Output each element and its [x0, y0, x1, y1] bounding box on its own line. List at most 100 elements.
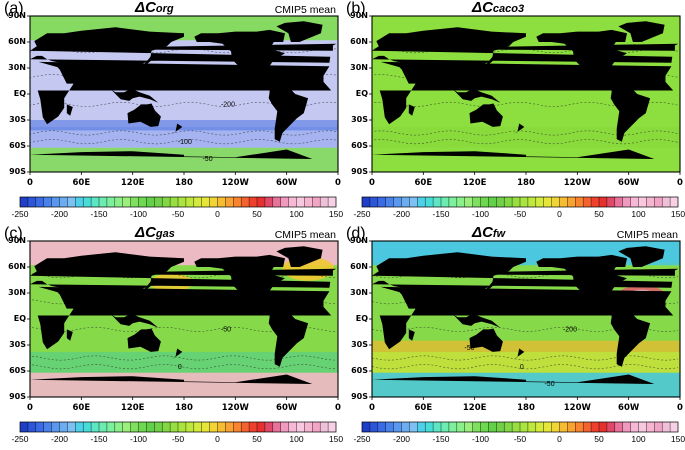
colorbar-swatch [170, 422, 179, 432]
colorbar-tick: -150 [90, 434, 108, 444]
colorbar-swatch [193, 197, 202, 207]
colorbar [19, 196, 337, 208]
colorbar-swatch [630, 197, 639, 207]
colorbar-tick: -50 [171, 434, 185, 444]
colorbar-swatch [233, 422, 242, 432]
colorbar-swatch [59, 197, 68, 207]
lon-label: 0 [27, 403, 33, 413]
colorbar-swatch [185, 197, 195, 207]
lon-label: 120E [120, 403, 145, 413]
colorbar-swatch [575, 422, 584, 432]
colorbar-swatch [456, 197, 465, 207]
colorbar-swatch [43, 422, 52, 432]
colorbar-swatch [662, 197, 671, 207]
lat-label: EQ [355, 314, 368, 323]
lat-label: 60S [351, 366, 368, 375]
colorbar-tick: -150 [90, 209, 108, 219]
colorbar-swatch [27, 422, 37, 432]
colorbar-swatch [59, 422, 68, 432]
colorbar-swatch [280, 422, 289, 432]
colorbar-swatch [264, 422, 274, 432]
colorbar-swatch [543, 422, 552, 432]
colorbar-swatch [583, 422, 592, 432]
lon-label: 180 [517, 178, 535, 188]
colorbar-tick: 0 [557, 209, 562, 219]
colorbar-swatch [272, 422, 281, 432]
colorbar-swatch [146, 197, 155, 207]
colorbar-swatch [646, 422, 655, 432]
colorbar [361, 421, 679, 433]
colorbar-swatch [622, 197, 631, 207]
colorbar-tick: 150 [328, 434, 344, 444]
lon-label: 60W [618, 403, 640, 413]
colorbar-tick: 100 [631, 434, 646, 444]
colorbar-swatch [575, 197, 584, 207]
colorbar-swatch [417, 197, 426, 207]
colorbar-swatch [638, 422, 647, 432]
colorbar-swatch [257, 197, 266, 207]
lon-label: 120W [221, 178, 249, 188]
colorbar-swatch [520, 197, 529, 207]
colorbar-swatch [225, 197, 234, 207]
colorbar-tick: -200 [392, 209, 411, 219]
lat-label: 90S [9, 392, 26, 401]
colorbar-tick: -250 [353, 434, 371, 444]
title-symbol: ΔC [472, 0, 493, 16]
colorbar-swatch [114, 422, 123, 432]
colorbar-swatch [425, 197, 434, 207]
colorbar-swatch [209, 197, 218, 207]
colorbar-swatch [448, 422, 458, 432]
colorbar-swatch [312, 197, 321, 207]
lon-label: 60E [72, 403, 91, 413]
colorbar-swatch [591, 197, 600, 207]
contour-label: -100 [178, 139, 192, 146]
title-subscript: caco3 [492, 3, 525, 15]
colorbar-swatch [304, 422, 313, 432]
colorbar-tick: 50 [594, 434, 604, 444]
lat-label: EQ [13, 314, 26, 323]
colorbar-swatch [217, 422, 226, 432]
colorbar-swatch [622, 422, 631, 432]
colorbar-swatch [520, 422, 529, 432]
colorbar-swatch [670, 422, 679, 432]
colorbar-swatch [464, 197, 473, 207]
panel-title: ΔCgas [135, 224, 175, 241]
colorbar-swatch [496, 422, 505, 432]
colorbar-swatch [369, 197, 379, 207]
lat-label: 90N [8, 236, 26, 245]
colorbar-tick: -100 [471, 209, 490, 219]
colorbar-swatch [614, 422, 623, 432]
lon-label: 180 [175, 403, 193, 413]
colorbar-swatch [504, 197, 513, 207]
lat-label: 30N [350, 288, 368, 297]
lon-label: 120E [462, 403, 487, 413]
colorbar-swatch [551, 422, 560, 432]
lon-label: 0 [335, 403, 341, 413]
lon-label: 0 [27, 178, 33, 188]
colorbar-swatch [35, 197, 44, 207]
colorbar-tick: -200 [50, 209, 69, 219]
lon-label: 120W [221, 403, 249, 413]
colorbar-swatch [162, 422, 171, 432]
contour-label: -50 [544, 381, 554, 388]
lat-label: 90N [8, 11, 26, 20]
colorbar-swatch [225, 422, 234, 432]
colorbar-swatch [130, 197, 139, 207]
colorbar-swatch [83, 197, 92, 207]
colorbar-swatch [249, 197, 258, 207]
map-canvas: -50 0 [19, 240, 339, 433]
title-subscript: gas [155, 228, 175, 240]
colorbar-swatch [67, 197, 76, 207]
colorbar-swatch [385, 422, 394, 432]
model-tag: CMIP5 mean [274, 229, 336, 241]
colorbar-tick: 150 [328, 209, 344, 219]
colorbar-swatch [599, 422, 608, 432]
lat-label: 90S [351, 167, 368, 176]
colorbar-swatch [559, 422, 568, 432]
colorbar-swatch [409, 197, 418, 207]
colorbar-tick: -50 [513, 209, 527, 219]
lon-label: 120W [563, 178, 591, 188]
colorbar-swatch [249, 422, 258, 432]
colorbar-swatch [20, 197, 29, 207]
colorbar-swatch [464, 422, 473, 432]
